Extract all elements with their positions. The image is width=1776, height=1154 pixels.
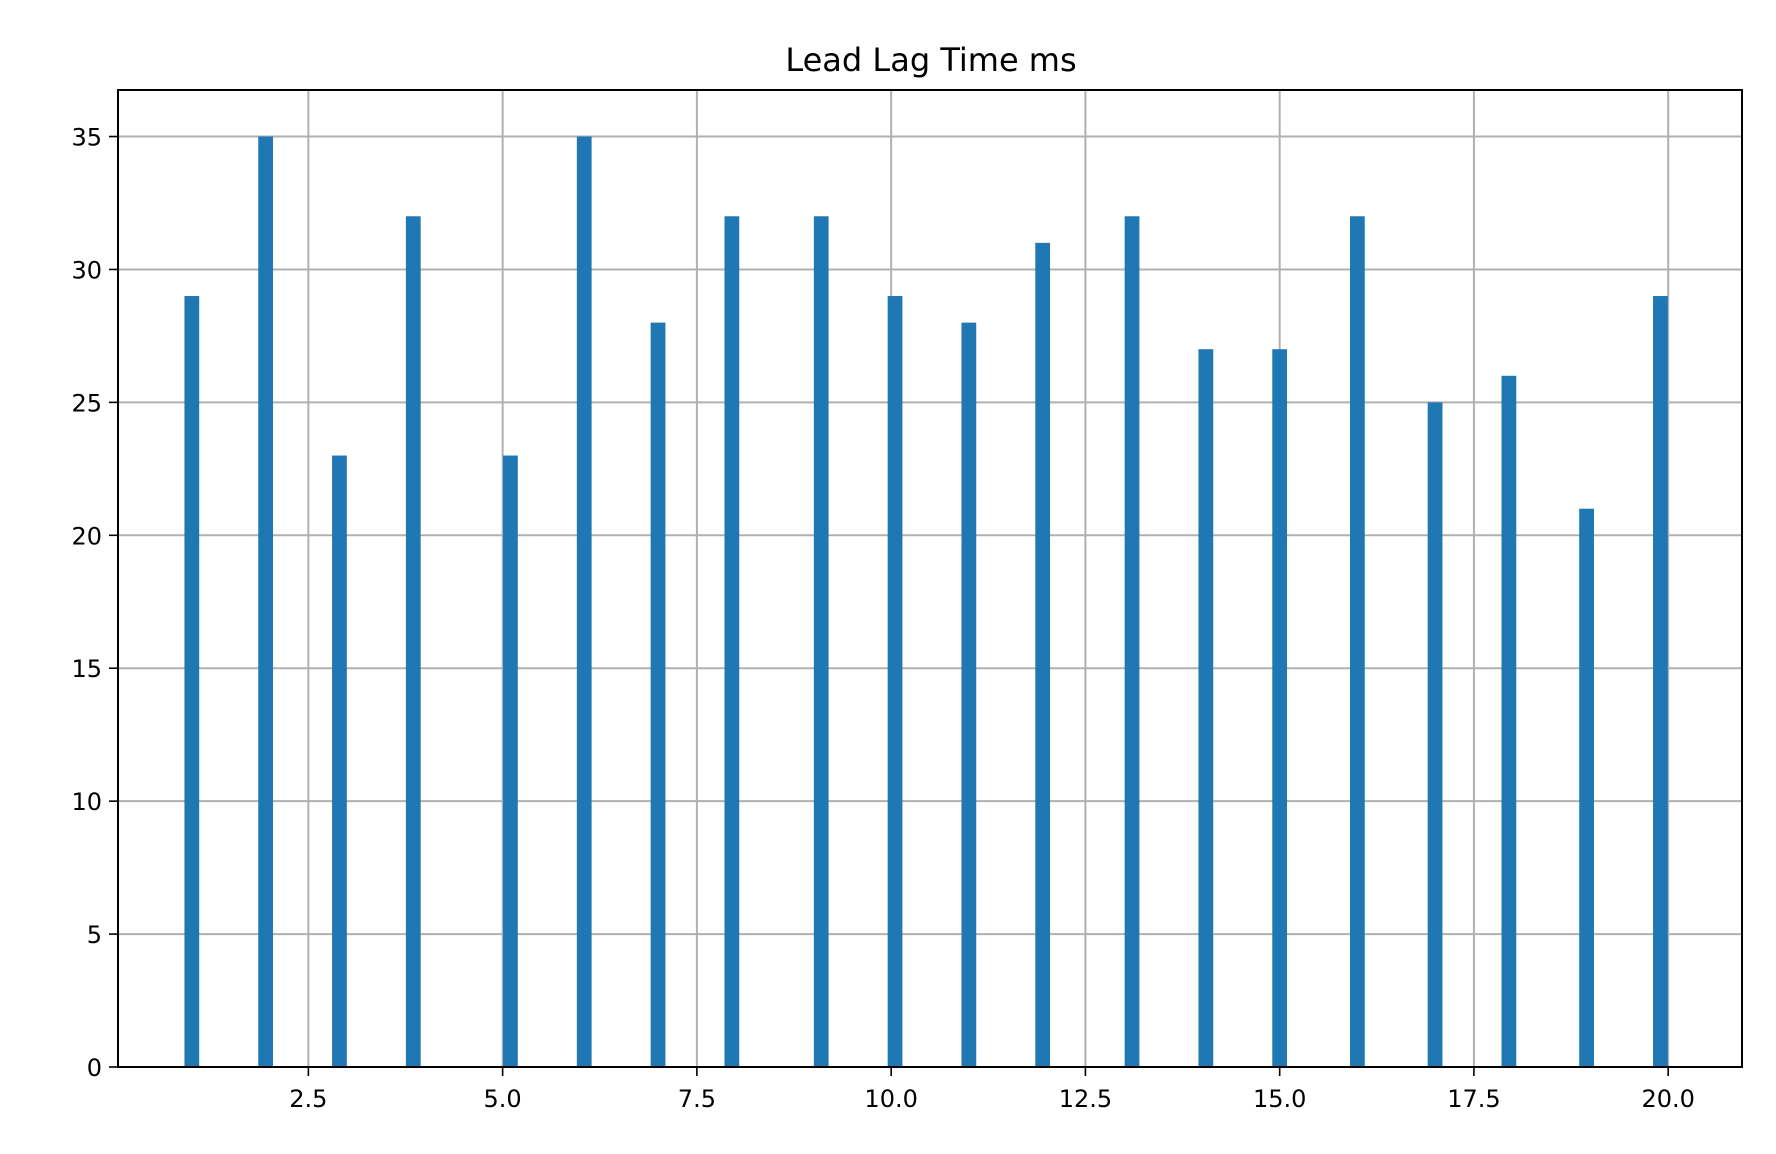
bar — [1198, 349, 1214, 1067]
bar — [405, 216, 421, 1067]
bar — [1501, 375, 1517, 1067]
bar — [503, 455, 518, 1068]
bar — [332, 455, 347, 1068]
bar — [1427, 402, 1443, 1067]
x-tick-label: 20.0 — [1641, 1085, 1694, 1113]
y-tick-label: 15 — [71, 655, 102, 683]
y-tick-label: 35 — [71, 124, 102, 152]
bar — [576, 136, 592, 1067]
x-tick-label: 17.5 — [1447, 1085, 1500, 1113]
bar — [1124, 216, 1140, 1067]
x-tick-label: 10.0 — [864, 1085, 917, 1113]
y-tick-label: 25 — [71, 389, 102, 417]
y-tick-label: 20 — [71, 522, 102, 550]
bar — [650, 322, 666, 1068]
y-tick-label: 10 — [71, 788, 102, 816]
bar — [813, 216, 829, 1067]
y-axis-ticks: 0 5 10 15 20 25 30 35 — [71, 124, 118, 1082]
bar — [1579, 508, 1594, 1067]
plot-frame — [117, 89, 1743, 1068]
bar — [1035, 242, 1051, 1067]
bar — [1653, 296, 1668, 1067]
x-tick-label: 12.5 — [1059, 1085, 1112, 1113]
y-tick-label: 30 — [71, 256, 102, 284]
bars — [184, 136, 1668, 1068]
bar — [961, 322, 977, 1068]
x-tick-label: 15.0 — [1253, 1085, 1306, 1113]
bar — [887, 296, 903, 1067]
y-tick-label: 5 — [87, 921, 102, 949]
y-tick-label: 0 — [87, 1054, 102, 1082]
x-tick-label: 7.5 — [678, 1085, 716, 1113]
x-tick-label: 2.5 — [289, 1085, 327, 1113]
bar — [184, 296, 200, 1067]
bar — [724, 216, 740, 1067]
x-tick-label: 5.0 — [484, 1085, 522, 1113]
bar — [1272, 349, 1288, 1067]
x-axis-ticks: 2.5 5.0 7.5 10.0 12.5 15.0 17.5 20.0 — [289, 1067, 1695, 1113]
chart-title: Lead Lag Time ms — [785, 41, 1076, 79]
bar — [258, 136, 274, 1067]
bar — [1349, 216, 1365, 1067]
